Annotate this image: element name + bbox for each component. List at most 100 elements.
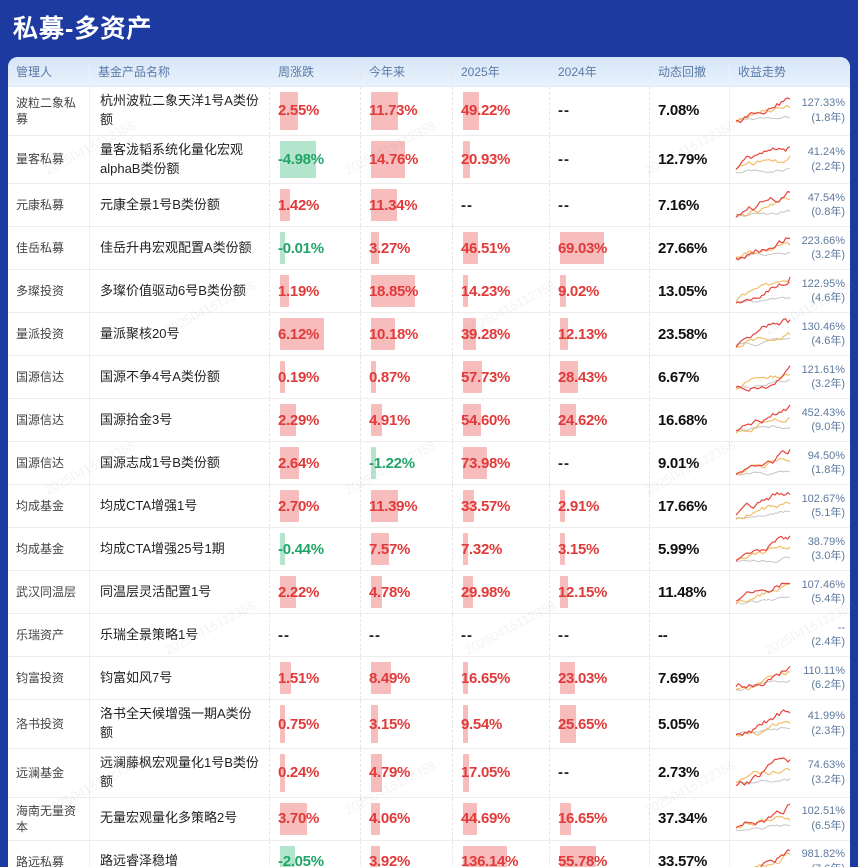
trend-return-label: 102.67% (5.1年) [792,492,845,522]
table-row[interactable]: 量派投资 量派聚核20号 6.12% 10.18% 39.28% 12.13% … [8,313,850,357]
table-row[interactable]: 钧富投资 钧富如风7号 1.51% 8.49% 16.65% 23.03% 7.… [8,657,850,701]
magnitude-bar [280,361,285,394]
trend-return-label: -- (2.4年) [792,621,845,651]
weekly-change-value: 2.29% [278,411,320,429]
drawdown-value: -- [658,626,668,644]
table-row[interactable]: 多璨投资 多璨价值驱动6号B类份额 1.19% 18.85% 14.23% 9.… [8,270,850,314]
year-2024-value: -- [558,151,570,169]
trend-return-label: 121.61% (3.2年) [792,363,845,393]
fund-name: 量派聚核20号 [100,325,180,341]
magnitude-bar [280,705,285,744]
drawdown-value: 17.66% [658,497,708,515]
fund-name: 多璨价值驱动6号B类份额 [100,282,246,298]
table-row[interactable]: 量客私募 量客泷韬系统化量化宏观alphaB类份额 -4.98% 14.76% … [8,135,850,185]
fund-name: 国源不争4号A类份额 [100,368,220,384]
magnitude-bar [280,533,285,566]
magnitude-bar [371,232,379,265]
ytd-value: 0.87% [369,368,411,386]
year-2025-value: 14.23% [461,282,511,300]
year-2024-value: 16.65% [558,810,608,828]
magnitude-bar [463,447,487,480]
trend-period: (1.8年) [811,111,845,124]
sparkline-chart-icon [735,277,791,304]
magnitude-bar [371,754,382,792]
trend-return-label: 223.66% (3.2年) [792,234,845,264]
trend-period: (7.6年) [792,862,845,867]
drawdown-value: 6.67% [658,368,700,386]
year-2024-value: 12.13% [558,325,608,343]
sparkline-chart-icon [735,535,791,564]
fund-name: 乐瑞全景策略1号 [100,626,199,642]
table-row[interactable]: 海南无量资本 无量宏观量化多策略2号 3.70% 4.06% 44.69% 16… [8,797,850,841]
magnitude-bar [560,404,576,437]
magnitude-bar [371,802,380,835]
ytd-value: 4.06% [369,810,411,828]
table-row[interactable]: 国源信达 国源志成1号B类份额 2.64% -1.22% 73.98% -- 9… [8,442,850,486]
table-row[interactable]: 均成基金 均成CTA增强1号 2.70% 11.39% 33.57% 2.91%… [8,485,850,529]
table-row[interactable]: 均成基金 均成CTA增强25号1期 -0.44% 7.57% 7.32% 3.1… [8,528,850,572]
trend-return-label: 102.51% (6.5年) [792,804,845,834]
header-2024: 2024年 [549,63,649,80]
trend-return-label: 110.11% (6.2年) [792,664,845,694]
magnitude-bar [560,490,565,523]
manager-name: 国源信达 [16,413,65,428]
weekly-change-value: 0.24% [278,764,320,782]
weekly-change-value: 6.12% [278,325,320,343]
year-2024-value: 12.15% [558,583,608,601]
magnitude-bar [463,404,481,437]
header-2025: 2025年 [452,63,549,80]
fund-name: 国源志成1号B类份额 [100,454,220,470]
drawdown-value: 7.69% [658,669,700,687]
year-2024-value: -- [558,102,570,120]
manager-name: 均成基金 [16,542,65,557]
manager-name: 元康私募 [16,198,65,213]
drawdown-value: 23.58% [658,325,708,343]
magnitude-bar [463,533,468,566]
magnitude-bar [280,576,296,609]
magnitude-bar [280,802,307,835]
magnitude-bar [463,754,469,792]
table-row[interactable]: 路远私募 路远睿泽稳增 -2.05% 3.92% 136.14% 55.78% … [8,840,850,867]
magnitude-bar [463,275,468,308]
trend-period: (2.4年) [811,636,845,649]
table-row[interactable]: 元康私募 元康全景1号B类份额 1.42% 11.34% -- -- 7.16%… [8,184,850,228]
sparkline-chart-icon [735,405,791,434]
weekly-change-value: 1.42% [278,196,320,214]
manager-name: 均成基金 [16,499,65,514]
trend-period: (6.2年) [811,679,845,692]
table-row[interactable]: 洛书投资 洛书全天候增强一期A类份额 0.75% 3.15% 9.54% 25.… [8,700,850,750]
year-2024-value: 55.78% [558,853,608,867]
year-2025-value: 33.57% [461,497,511,515]
sparkline-chart-icon [735,237,791,261]
drawdown-value: 27.66% [658,239,708,257]
header-weekly-change: 周涨跌 [269,63,360,80]
trend-period: (9.0年) [811,421,845,434]
table-row[interactable]: 波粒二象私募 杭州波粒二象天洋1号A类份额 2.55% 11.73% 49.22… [8,87,850,136]
table-row[interactable]: 乐瑞资产 乐瑞全景策略1号 -- -- -- -- -- -- (2.4年) [8,614,850,658]
weekly-change-value: -2.05% [278,853,324,867]
table-row[interactable]: 武汉同温层 同温层灵活配置1号 2.22% 4.78% 29.98% 12.15… [8,571,850,615]
manager-name: 武汉同温层 [16,585,77,600]
table-row[interactable]: 佳岳私募 佳岳升冉宏观配置A类份额 -0.01% 3.27% 46.51% 69… [8,227,850,271]
ytd-value: 4.79% [369,764,411,782]
magnitude-bar [280,232,285,265]
manager-name: 钧富投资 [16,671,65,686]
ytd-value: 3.15% [369,715,411,733]
magnitude-bar [371,361,376,394]
year-2024-value: 24.62% [558,411,608,429]
magnitude-bar [463,490,474,523]
table-row[interactable]: 远澜基金 远澜藤枫宏观量化1号B类份额 0.24% 4.79% 17.05% -… [8,749,850,798]
manager-name: 路远私募 [16,854,65,867]
table-row[interactable]: 国源信达 国源不争4号A类份额 0.19% 0.87% 57.73% 28.43… [8,356,850,400]
trend-return-label: 47.54% (0.8年) [792,191,845,221]
trend-period: (2.2年) [811,160,845,173]
year-2024-value: 25.65% [558,715,608,733]
magnitude-bar [463,92,479,130]
table-row[interactable]: 国源信达 国源拾金3号 2.29% 4.91% 54.60% 24.62% 16… [8,399,850,443]
magnitude-bar [280,490,299,523]
magnitude-bar [371,576,382,609]
header-manager: 管理人 [16,65,53,79]
ytd-value: 18.85% [369,282,419,300]
fund-name: 钧富如风7号 [100,669,173,685]
trend-period: (6.5年) [811,819,845,832]
